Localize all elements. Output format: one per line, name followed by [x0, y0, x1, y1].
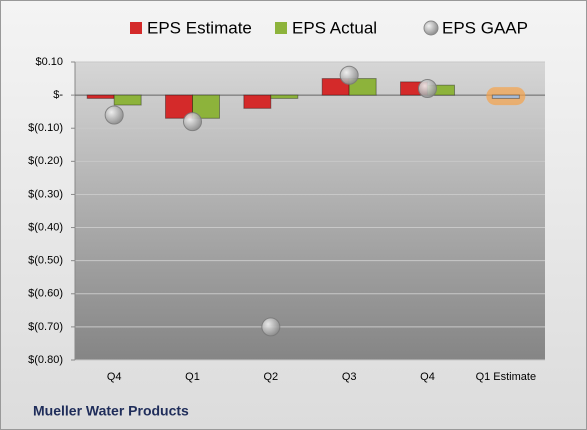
gaap-point — [183, 112, 202, 132]
y-tick-label: $0.10 — [35, 56, 63, 68]
bar — [243, 94, 272, 109]
legend-marker — [423, 20, 439, 36]
y-tick-label: $(0.80) — [28, 354, 63, 366]
legend-marker — [275, 22, 287, 34]
bar — [348, 78, 377, 96]
gaap-point — [339, 65, 359, 85]
y-tick-label: $- — [53, 89, 63, 101]
bar — [86, 94, 115, 99]
bar — [113, 94, 142, 106]
footer: Mueller Water Products — [33, 403, 189, 419]
plot-area — [75, 62, 545, 360]
gaap-point — [261, 317, 281, 337]
gaap-point — [104, 105, 124, 125]
y-tick-label: $(0.20) — [28, 155, 63, 167]
bar — [491, 94, 520, 99]
x-tick-label: Q4 — [420, 371, 435, 383]
bar — [192, 94, 220, 119]
x-tick-label: Q2 — [263, 371, 278, 383]
x-tick-label: Q1 — [185, 371, 200, 383]
x-tick-label: Q1 Estimate — [476, 371, 537, 383]
x-tick-label: Q3 — [342, 371, 357, 383]
y-tick-label: $(0.30) — [28, 188, 63, 200]
legend-label: EPS Estimate — [147, 18, 252, 37]
y-tick-label: $(0.50) — [28, 255, 63, 267]
y-tick-label: $(0.10) — [28, 122, 63, 134]
bar — [270, 94, 299, 99]
x-tick-label: Q4 — [107, 371, 122, 383]
legend-label: EPS GAAP — [442, 18, 528, 37]
legend-label: EPS Actual — [292, 18, 377, 37]
legend-marker — [130, 22, 142, 34]
y-tick-label: $(0.70) — [28, 321, 63, 333]
y-tick-label: $(0.40) — [28, 221, 63, 233]
gaap-point — [418, 78, 437, 98]
y-tick-label: $(0.60) — [28, 288, 63, 300]
